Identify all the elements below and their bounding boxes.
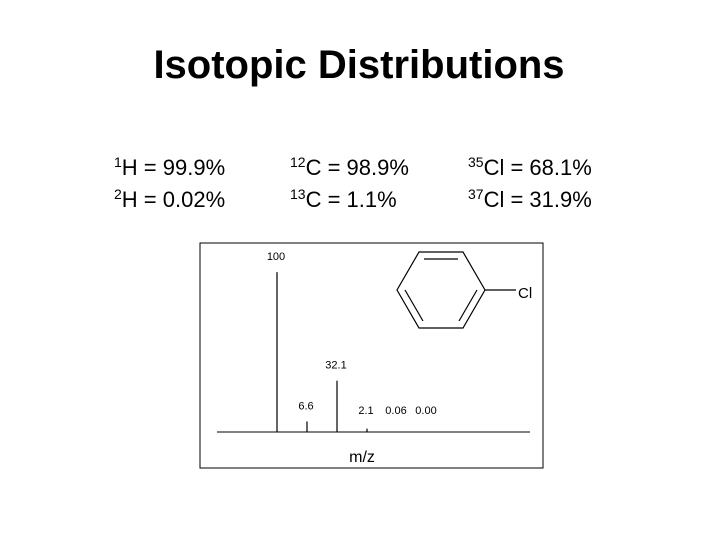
mass-number: 2	[114, 186, 122, 202]
isotope-abundance: H = 0.02%	[122, 187, 225, 212]
benzene-ring	[396, 251, 486, 329]
mass-number: 37	[468, 186, 484, 202]
isotope-abundance: C = 98.9%	[306, 155, 409, 180]
data-label: 0.06	[385, 405, 406, 417]
isotope-abundance: Cl = 68.1%	[484, 155, 592, 180]
mass-number: 35	[468, 154, 484, 170]
isotope-line: 12C = 98.9%	[290, 154, 409, 180]
data-label: 32.1	[325, 360, 346, 372]
chart-frame	[199, 242, 544, 469]
isotope-line: 1H = 99.9%	[114, 154, 225, 180]
isotope-line: 35Cl = 68.1%	[468, 154, 592, 180]
data-label: 2.1	[358, 405, 373, 417]
isotope-abundance: H = 99.9%	[122, 155, 225, 180]
x-axis-label: m/z	[349, 449, 375, 466]
mass-number: 1	[114, 154, 122, 170]
slide-title: Isotopic Distributions	[153, 43, 564, 87]
double-bond	[404, 289, 424, 322]
data-label: 6.6	[298, 400, 313, 412]
double-bond	[458, 289, 478, 322]
mass-number: 12	[290, 154, 306, 170]
isotope-abundance: C = 1.1%	[306, 187, 397, 212]
isotope-abundance: Cl = 31.9%	[484, 187, 592, 212]
data-label: 0.00	[415, 405, 436, 417]
structure-label: Cl	[518, 285, 532, 302]
isotope-line: 37Cl = 31.9%	[468, 186, 592, 212]
isotope-line: 13C = 1.1%	[290, 186, 397, 212]
data-label: 100	[267, 251, 285, 263]
chlorobenzene-structure	[396, 251, 516, 329]
mass-number: 13	[290, 186, 306, 202]
isotope-list: 1H = 99.9%2H = 0.02%12C = 98.9%13C = 1.1…	[114, 154, 592, 212]
isotope-line: 2H = 0.02%	[114, 186, 225, 212]
